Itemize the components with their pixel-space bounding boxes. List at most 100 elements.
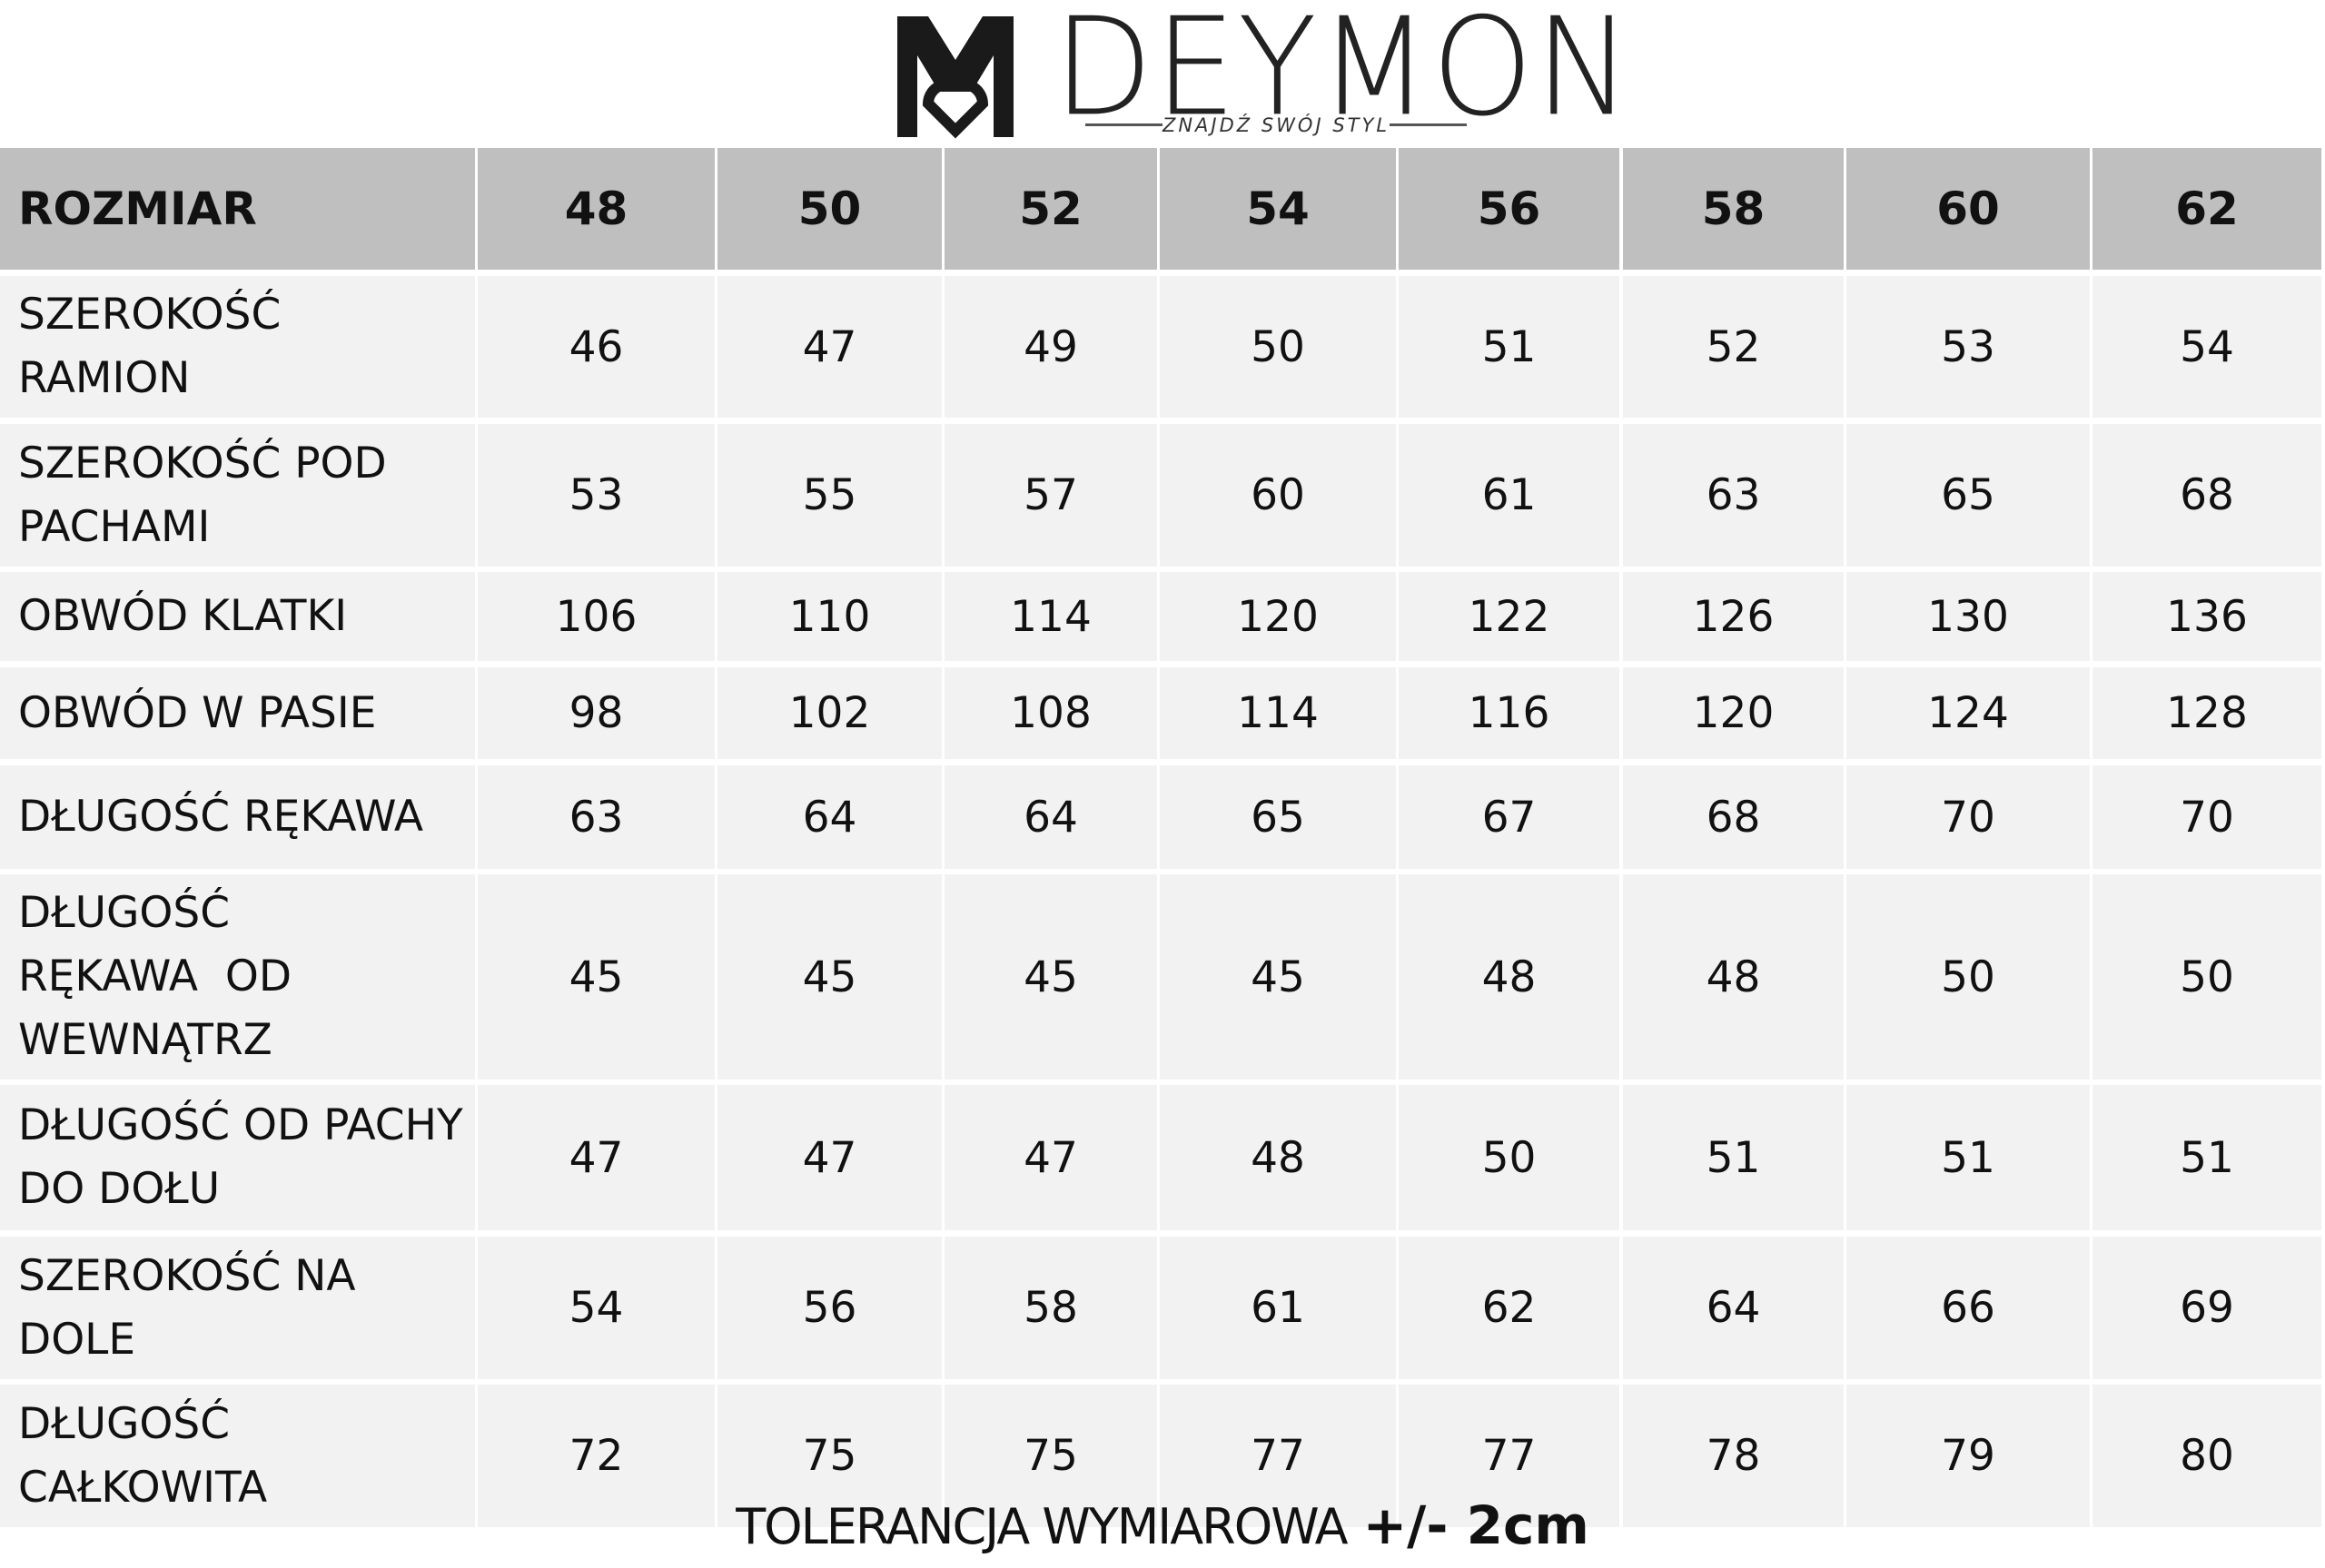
header-cell: 50 [717, 148, 942, 270]
value-cell: 66 [1846, 1237, 2090, 1379]
value-cell: 102 [717, 667, 942, 759]
value-cell: 80 [2092, 1385, 2321, 1527]
label-line: DOLE [18, 1314, 136, 1365]
value-cell: 54 [2092, 276, 2321, 418]
value-cell: 106 [478, 572, 715, 661]
value-cell: 64 [717, 765, 942, 869]
value-cell: 136 [2092, 572, 2321, 661]
value-cell: 126 [1623, 572, 1844, 661]
label-line: OBWÓD KLATKI [18, 591, 348, 641]
value-cell: 45 [1160, 874, 1396, 1080]
label-line: CAŁKOWITA [18, 1462, 268, 1513]
brand-name: DEYMON [1054, 0, 1634, 147]
value-cell: 114 [945, 572, 1157, 661]
header-cell: 60 [1846, 148, 2090, 270]
value-cell: 45 [945, 874, 1157, 1080]
header-cell: 62 [2092, 148, 2321, 270]
value-cell: 64 [945, 765, 1157, 869]
value-cell: 77 [1399, 1385, 1619, 1527]
label-lines: OBWÓD KLATKI [18, 585, 347, 648]
row-label: DŁUGOŚĆ RĘKAWA [0, 765, 475, 869]
row-label: SZEROKOŚĆ RAMION [0, 276, 475, 418]
value-cell: 52 [1623, 276, 1844, 418]
value-cell: 61 [1160, 1237, 1396, 1379]
value-cell: 75 [717, 1385, 942, 1527]
value-cell: 64 [1623, 1237, 1844, 1379]
label-line: OBWÓD W PASIE [18, 687, 377, 738]
value-cell: 50 [2092, 874, 2321, 1080]
label-line: DŁUGOŚĆ [18, 888, 231, 938]
value-cell: 61 [1399, 424, 1619, 567]
value-cell: 63 [478, 765, 715, 869]
row-label: OBWÓD KLATKI [0, 572, 475, 661]
value-cell: 98 [478, 667, 715, 759]
value-cell: 51 [1399, 276, 1619, 418]
value-cell: 48 [1160, 1085, 1396, 1230]
value-cell: 116 [1399, 667, 1619, 759]
value-cell: 50 [1160, 276, 1396, 418]
value-cell: 65 [1846, 424, 2090, 567]
value-cell: 47 [717, 1085, 942, 1230]
value-cell: 51 [1623, 1085, 1844, 1230]
value-cell: 58 [945, 1237, 1157, 1379]
label-line: PACHAMI [18, 501, 211, 552]
value-cell: 49 [945, 276, 1157, 418]
value-cell: 48 [1623, 874, 1844, 1080]
value-cell: 45 [478, 874, 715, 1080]
value-cell: 47 [945, 1085, 1157, 1230]
row-label: OBWÓD W PASIE [0, 667, 475, 759]
row-label: DŁUGOŚĆ RĘKAWA OD WEWNĄTRZ [0, 874, 475, 1080]
label-line: RAMION [18, 353, 191, 403]
footer: TOLERANCJA WYMIAROWA +/- 2cm [0, 1494, 2325, 1556]
value-cell: 65 [1160, 765, 1396, 869]
value-cell: 54 [478, 1237, 715, 1379]
header-cell: 58 [1623, 148, 1844, 270]
label-lines: SZEROKOŚĆ RAMION [18, 283, 281, 410]
header-cell: 54 [1160, 148, 1396, 270]
value-cell: 57 [945, 424, 1157, 567]
value-cell: 128 [2092, 667, 2321, 759]
value-cell: 75 [945, 1385, 1157, 1527]
value-cell: 63 [1623, 424, 1844, 567]
label-lines: DŁUGOŚĆ OD PACHY DO DOŁU [18, 1094, 463, 1221]
label-lines: DŁUGOŚĆ CAŁKOWITA [18, 1393, 267, 1520]
label-line: DŁUGOŚĆ [18, 1398, 231, 1449]
value-cell: 114 [1160, 667, 1396, 759]
value-cell: 70 [1846, 765, 2090, 869]
label-lines: DŁUGOŚĆ RĘKAWA OD WEWNĄTRZ [18, 882, 292, 1072]
tagline-rule [1085, 123, 1162, 126]
value-cell: 120 [1623, 667, 1844, 759]
label-lines: DŁUGOŚĆ RĘKAWA [18, 785, 423, 849]
value-cell: 70 [2092, 765, 2321, 869]
value-cell: 72 [478, 1385, 715, 1527]
value-cell: 47 [478, 1085, 715, 1230]
value-cell: 55 [717, 424, 942, 567]
value-cell: 56 [717, 1237, 942, 1379]
header-cell: 52 [945, 148, 1157, 270]
tolerance-note: TOLERANCJA WYMIAROWA [736, 1498, 1348, 1555]
label-lines: SZEROKOŚĆ NA DOLE [18, 1245, 356, 1372]
value-cell: 46 [478, 276, 715, 418]
value-cell: 60 [1160, 424, 1396, 567]
label-line: RĘKAWA OD [18, 952, 292, 1001]
value-cell: 120 [1160, 572, 1396, 661]
logo-icon [897, 16, 1014, 139]
row-label: DŁUGOŚĆ OD PACHY DO DOŁU [0, 1085, 475, 1230]
value-cell: 68 [2092, 424, 2321, 567]
header-cell: ROZMIAR [0, 148, 475, 270]
value-cell: 124 [1846, 667, 2090, 759]
value-cell: 79 [1846, 1385, 2090, 1527]
row-label: DŁUGOŚĆ CAŁKOWITA [0, 1385, 475, 1527]
value-cell: 77 [1160, 1385, 1396, 1527]
tagline: ZNAJDŹ SWÓJ STYL [1162, 114, 1390, 136]
value-cell: 51 [2092, 1085, 2321, 1230]
row-label: SZEROKOŚĆ NA DOLE [0, 1237, 475, 1379]
label-line: DO DOŁU [18, 1164, 221, 1214]
tagline-rule [1390, 123, 1467, 126]
value-cell: 50 [1846, 874, 2090, 1080]
label-line: DŁUGOŚĆ OD PACHY [18, 1100, 463, 1150]
value-cell: 130 [1846, 572, 2090, 661]
label-line: DŁUGOŚĆ RĘKAWA [18, 792, 423, 842]
